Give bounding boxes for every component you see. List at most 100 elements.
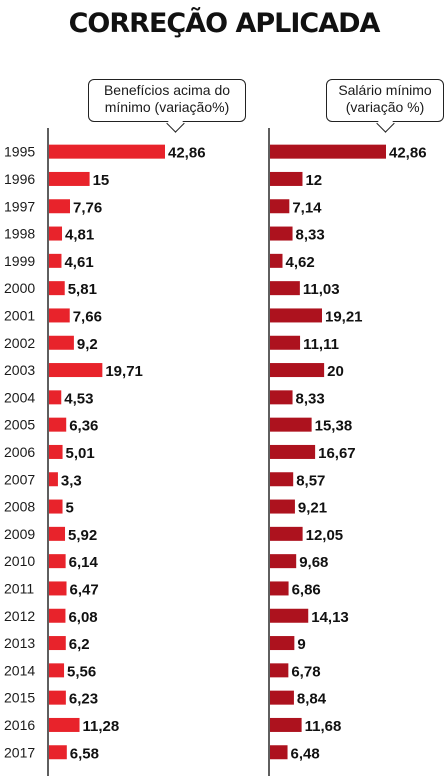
left-value-label: 6,36 — [69, 418, 98, 435]
left-bar — [49, 390, 62, 405]
right-bar — [270, 663, 289, 678]
left-bar — [49, 363, 103, 378]
right-bar — [270, 526, 303, 541]
right-value-label: 11,68 — [305, 718, 342, 735]
left-value-label: 6,58 — [70, 745, 99, 762]
right-bar — [270, 608, 309, 623]
year-label: 2005 — [4, 417, 35, 433]
right-value-label: 11,03 — [303, 281, 340, 298]
right-value-label: 8,57 — [296, 472, 325, 489]
left-bar — [49, 226, 63, 241]
left-value-label: 11,28 — [83, 718, 120, 735]
left-value-label: 7,66 — [73, 308, 102, 325]
left-bar — [49, 663, 65, 678]
year-label: 1997 — [4, 198, 35, 214]
left-bar — [49, 171, 90, 186]
year-label: 2008 — [4, 499, 35, 515]
right-value-label: 9 — [297, 636, 305, 653]
left-bar — [49, 417, 67, 432]
right-bar — [270, 171, 303, 186]
right-value-label: 12,05 — [306, 527, 344, 544]
left-value-label: 19,71 — [105, 363, 143, 380]
left-bar — [49, 199, 71, 214]
right-bar — [270, 554, 297, 569]
left-bar — [49, 636, 66, 651]
right-bar — [270, 281, 300, 296]
year-label: 2014 — [4, 662, 35, 678]
left-value-label: 9,2 — [77, 336, 98, 353]
left-bar — [49, 608, 66, 623]
right-value-label: 16,67 — [318, 445, 356, 462]
left-bar — [49, 281, 65, 296]
right-value-label: 9,21 — [298, 500, 327, 517]
year-label: 1995 — [4, 144, 35, 160]
right-value-label: 8,33 — [296, 227, 325, 244]
year-label: 1999 — [4, 253, 35, 269]
right-value-label: 8,84 — [297, 691, 327, 708]
left-bar — [49, 253, 62, 268]
right-bar — [270, 717, 302, 732]
year-label: 2007 — [4, 471, 35, 487]
year-label: 1998 — [4, 226, 35, 242]
right-value-label: 12 — [305, 172, 322, 189]
left-value-label: 42,86 — [168, 145, 206, 162]
right-bar — [270, 444, 316, 459]
year-label: 2001 — [4, 307, 35, 323]
left-bar — [49, 444, 63, 459]
left-value-label: 5,56 — [67, 663, 96, 680]
left-value-label: 4,53 — [64, 390, 93, 407]
right-value-label: 15,38 — [315, 418, 353, 435]
right-bar — [270, 144, 386, 159]
left-bar — [49, 690, 66, 705]
left-value-label: 7,76 — [73, 199, 102, 216]
year-label: 2003 — [4, 362, 35, 378]
right-bar — [270, 636, 295, 651]
left-bar — [49, 581, 67, 596]
right-bar — [270, 199, 290, 214]
right-bar — [270, 390, 293, 405]
left-bar — [49, 144, 165, 159]
left-value-label: 5,01 — [66, 445, 95, 462]
right-value-label: 9,68 — [299, 554, 328, 571]
year-label: 2011 — [4, 580, 34, 596]
right-value-label: 6,78 — [291, 663, 320, 680]
right-value-label: 20 — [327, 363, 344, 380]
right-bar — [270, 308, 322, 323]
year-label: 2016 — [4, 717, 35, 733]
right-bar — [270, 499, 295, 514]
right-bar — [270, 690, 294, 705]
left-bar — [49, 308, 70, 323]
right-bar — [270, 335, 301, 350]
right-bar — [270, 581, 289, 596]
year-label: 2004 — [4, 389, 35, 405]
right-value-label: 19,21 — [325, 308, 363, 325]
right-series-callout: Salário mínimo (variação %) — [326, 79, 444, 133]
left-value-label: 6,08 — [68, 609, 97, 626]
year-label: 2010 — [4, 553, 35, 569]
year-label: 1996 — [4, 171, 35, 187]
year-label: 2015 — [4, 690, 35, 706]
right-value-label: 6,86 — [292, 581, 321, 598]
year-label: 2013 — [4, 635, 35, 651]
left-value-label: 3,3 — [61, 472, 82, 489]
year-label: 2012 — [4, 608, 35, 624]
left-bar — [49, 526, 66, 541]
left-bar — [49, 472, 58, 487]
left-bar — [49, 717, 80, 732]
left-value-label: 5,81 — [68, 281, 97, 298]
left-bar — [49, 554, 66, 569]
right-bar — [270, 253, 283, 268]
left-value-label: 5 — [66, 500, 74, 517]
right-value-label: 14,13 — [311, 609, 349, 626]
right-bar — [270, 226, 293, 241]
left-bar — [49, 745, 67, 760]
right-series-title: Salário mínimo (variação %) — [338, 82, 432, 115]
right-value-label: 6,48 — [291, 745, 320, 762]
right-value-label: 11,11 — [303, 336, 339, 353]
left-series-callout: Benefícios acima do mínimo (variação%) — [88, 79, 246, 133]
chart-title: CORREÇÃO APLICADA — [68, 8, 381, 39]
year-label: 2002 — [4, 335, 35, 351]
left-value-label: 15 — [93, 172, 110, 189]
right-bar — [270, 745, 288, 760]
